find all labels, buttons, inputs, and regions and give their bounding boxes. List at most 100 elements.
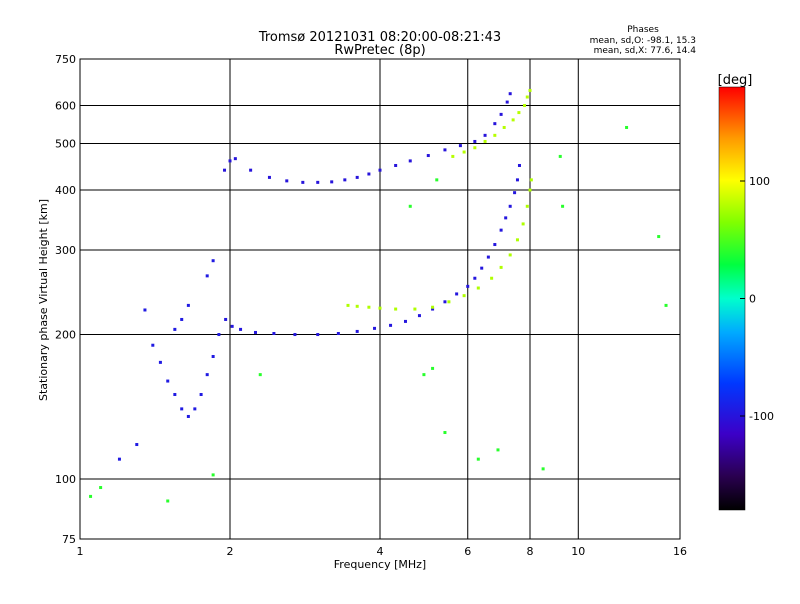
- echo-point: [99, 486, 103, 490]
- echo-point: [517, 163, 521, 167]
- echo-point: [473, 139, 477, 143]
- echo-point: [483, 133, 487, 137]
- echo-point: [511, 118, 515, 122]
- phases-o-line: mean, sd,O: -98.1, 15.3: [590, 36, 696, 46]
- echo-point: [346, 303, 350, 307]
- echo-point: [541, 467, 545, 471]
- echo-point: [211, 259, 215, 263]
- echo-point: [529, 178, 533, 182]
- echo-point: [528, 188, 532, 192]
- x-tick-label: 1: [77, 545, 84, 558]
- echo-point: [517, 111, 521, 115]
- echo-point: [431, 366, 435, 370]
- echo-point: [166, 379, 170, 383]
- echo-point: [378, 168, 382, 172]
- echo-point: [180, 317, 184, 321]
- x-tick-label: 8: [527, 545, 534, 558]
- echo-point: [525, 95, 529, 99]
- echo-point: [483, 139, 487, 143]
- echo-point: [443, 300, 447, 304]
- echo-point: [211, 473, 215, 477]
- echo-point: [462, 294, 466, 298]
- y-tick-labels: 75 100 200 300 400 500 600 750: [55, 53, 76, 546]
- y-tick-label: 750: [55, 53, 76, 66]
- echo-point: [504, 216, 508, 220]
- echo-point: [455, 292, 459, 296]
- echo-point: [528, 88, 532, 92]
- echo-point: [426, 154, 430, 158]
- echo-point: [117, 457, 121, 461]
- echo-point: [480, 266, 484, 270]
- y-tick-label: 75: [62, 533, 76, 546]
- echo-point: [431, 307, 435, 311]
- echo-point: [499, 265, 503, 269]
- echo-point: [367, 172, 371, 176]
- echo-point: [258, 373, 262, 377]
- echo-point: [253, 330, 257, 334]
- echo-point: [143, 308, 147, 312]
- echo-point: [473, 276, 477, 280]
- colorbar-tick-label: -100: [749, 410, 774, 423]
- echo-point: [447, 300, 451, 304]
- echo-point: [205, 373, 209, 377]
- echo-point: [490, 276, 494, 280]
- echo-point: [180, 407, 184, 411]
- echo-point: [211, 354, 215, 358]
- echo-point: [496, 448, 500, 452]
- echo-point: [89, 494, 93, 498]
- echo-point: [476, 286, 480, 290]
- x-tick-label: 6: [464, 545, 471, 558]
- echo-point: [151, 343, 155, 347]
- grid-lines: [79, 58, 681, 540]
- echo-point: [443, 148, 447, 152]
- x-tick-label: 4: [377, 545, 384, 558]
- echo-point: [515, 178, 519, 182]
- echo-point: [458, 144, 462, 148]
- echo-point: [217, 333, 221, 337]
- echo-point: [330, 180, 334, 184]
- echo-point: [355, 329, 359, 333]
- echo-point: [199, 393, 203, 397]
- echo-point: [473, 146, 477, 150]
- echo-point: [523, 104, 527, 108]
- y-tick-label: 600: [55, 100, 76, 113]
- echo-point: [505, 100, 509, 104]
- echo-point: [408, 159, 412, 163]
- echo-point: [173, 327, 177, 331]
- y-tick-label: 400: [55, 184, 76, 197]
- echo-point: [513, 191, 517, 195]
- echo-point: [466, 284, 470, 288]
- echo-point: [355, 304, 359, 308]
- echo-point: [301, 180, 305, 184]
- echo-point: [293, 333, 297, 337]
- colorbar-ticks: 100 0 -100: [740, 175, 774, 423]
- x-tick-labels: 1 2 4 6 8 10 16: [77, 545, 688, 558]
- echo-point: [394, 163, 398, 167]
- echo-point: [462, 150, 466, 154]
- echo-point: [413, 307, 417, 311]
- echo-point: [493, 133, 497, 137]
- echo-point: [435, 178, 439, 182]
- colorbar-label: [deg]: [718, 73, 753, 88]
- echo-point: [657, 235, 661, 239]
- echo-point: [394, 307, 398, 311]
- echo-point: [431, 305, 435, 309]
- x-tick-label: 16: [673, 545, 687, 558]
- x-tick-label: 2: [227, 545, 234, 558]
- echo-point: [499, 228, 503, 232]
- echo-point: [233, 157, 237, 161]
- echo-point: [166, 499, 170, 503]
- echo-point: [508, 92, 512, 96]
- chart-subtitle: RwPretec (8p): [334, 43, 425, 58]
- y-axis-label: Stationary phase Virtual Height [km]: [37, 199, 50, 401]
- colorbar-tick-label: 0: [749, 293, 756, 306]
- echo-point: [389, 323, 393, 327]
- echo-point: [367, 305, 371, 309]
- phases-header: Phases: [627, 25, 659, 35]
- y-tick-label: 100: [55, 473, 76, 486]
- echo-point: [285, 179, 289, 183]
- x-tick-label: 10: [571, 545, 585, 558]
- plot-frame: [79, 58, 681, 540]
- data-points: [89, 88, 668, 503]
